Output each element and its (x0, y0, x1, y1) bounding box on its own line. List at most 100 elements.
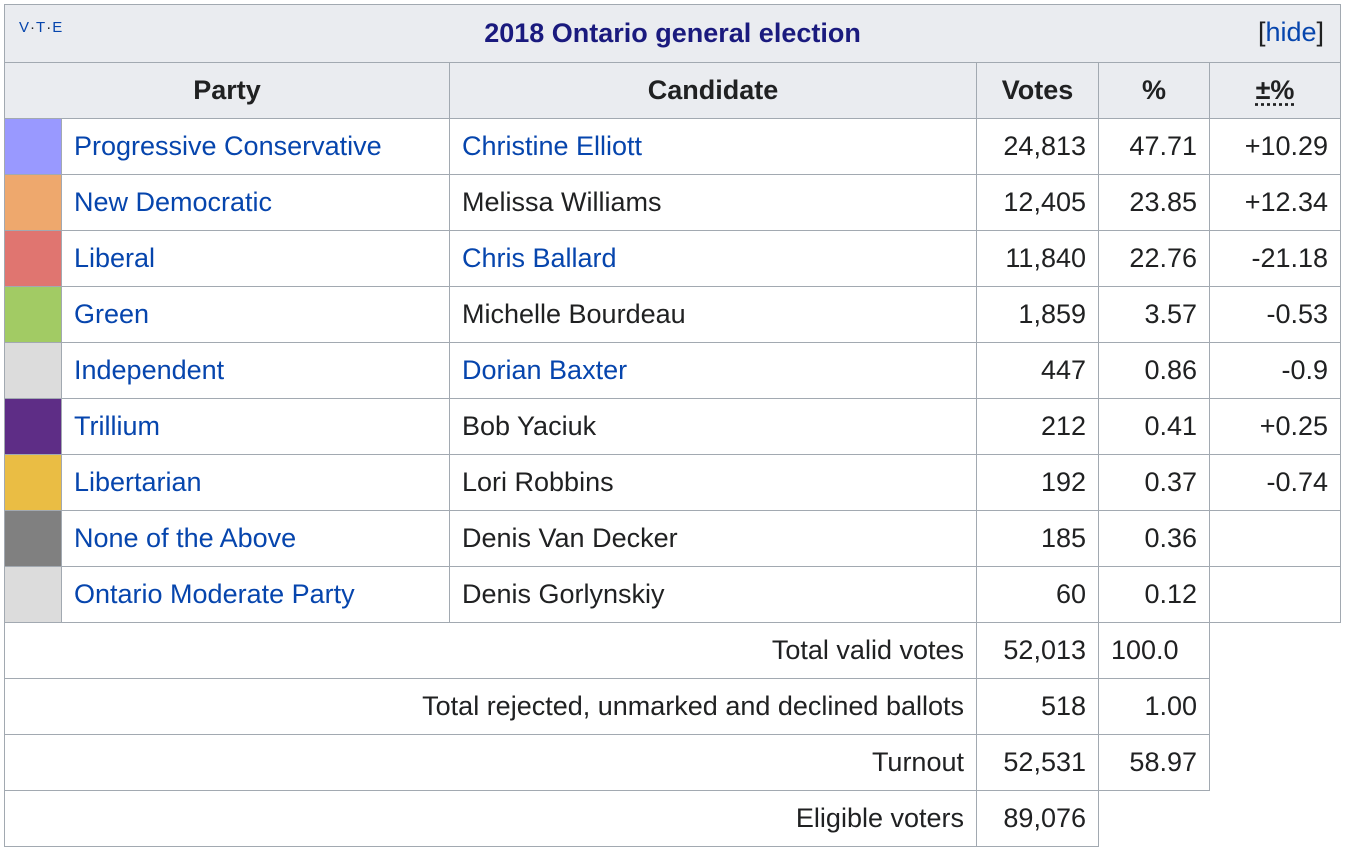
candidate-name: Lori Robbins (449, 454, 977, 511)
header-row: Party Candidate Votes % ±% (4, 62, 1342, 119)
table-row: Green Michelle Bourdeau 1,859 3.57 -0.53 (4, 286, 1342, 343)
party-color-swatch (4, 230, 62, 287)
change-cell: -0.74 (1208, 454, 1342, 511)
percent-cell: 0.37 (1098, 454, 1210, 511)
percent-cell: 22.76 (1098, 230, 1210, 287)
total-row: Total rejected, unmarked and declined ba… (4, 678, 1341, 735)
party-name[interactable]: Green (61, 286, 450, 343)
talk-template-link[interactable]: T (36, 19, 47, 36)
percent-cell: 0.86 (1098, 342, 1210, 399)
empty-cell (1098, 790, 1210, 847)
votes-cell: 185 (976, 510, 1099, 567)
party-name[interactable]: New Democratic (61, 174, 450, 231)
votes-cell: 24,813 (976, 118, 1099, 175)
total-percent: 58.97 (1098, 734, 1210, 791)
party-color-swatch (4, 398, 62, 455)
votes-cell: 192 (976, 454, 1099, 511)
votes-cell: 11,840 (976, 230, 1099, 287)
hide-link[interactable]: hide (1265, 17, 1317, 47)
change-cell: +0.25 (1208, 398, 1342, 455)
table-row: New Democratic Melissa Williams 12,405 23.8… (4, 174, 1342, 231)
candidate-name[interactable]: Chris Ballard (449, 230, 977, 287)
total-row: Eligible voters 89,076 (4, 790, 1341, 847)
change-cell: -0.53 (1208, 286, 1342, 343)
party-color-swatch (4, 286, 62, 343)
change-header[interactable]: ±% (1208, 62, 1342, 119)
party-name[interactable]: Progressive Conservative (61, 118, 450, 175)
table-row: None of the Above Denis Van Decker 185 0.36 (4, 510, 1342, 567)
change-cell: +12.34 (1208, 174, 1342, 231)
candidate-name: Michelle Bourdeau (449, 286, 977, 343)
percent-header: % (1098, 62, 1210, 119)
party-name[interactable]: Independent (61, 342, 450, 399)
percent-cell: 23.85 (1098, 174, 1210, 231)
candidate-header: Candidate (449, 62, 977, 119)
total-label: Total rejected, unmarked and declined ba… (4, 678, 977, 735)
total-votes: 89,076 (976, 790, 1099, 847)
table-row: Libertarian Lori Robbins 192 0.37 -0.74 (4, 454, 1342, 511)
votes-cell: 1,859 (976, 286, 1099, 343)
percent-cell: 3.57 (1098, 286, 1210, 343)
total-votes: 52,013 (976, 622, 1099, 679)
party-color-swatch (4, 174, 62, 231)
candidate-name[interactable]: Dorian Baxter (449, 342, 977, 399)
party-name[interactable]: Libertarian (61, 454, 450, 511)
change-cell: -21.18 (1208, 230, 1342, 287)
title-cell: V·T·E 2018 Ontario general election [hid… (3, 4, 1342, 63)
empty-cell (1209, 734, 1341, 791)
candidate-name[interactable]: Christine Elliott (449, 118, 977, 175)
total-percent: 1.00 (1098, 678, 1210, 735)
table-row: Ontario Moderate Party Denis Gorlynskiy 60… (4, 566, 1342, 623)
candidate-name: Denis Gorlynskiy (449, 566, 977, 623)
hide-toggle: [hide] (1257, 17, 1325, 47)
votes-cell: 447 (976, 342, 1099, 399)
table-title: 2018 Ontario general election (484, 18, 861, 48)
change-cell (1208, 566, 1342, 623)
election-box: V·T·E 2018 Ontario general election [hid… (3, 4, 1342, 847)
edit-template-link[interactable]: E (52, 19, 64, 36)
election-table: V·T·E 2018 Ontario general election [hid… (3, 4, 1342, 847)
percent-cell: 0.12 (1098, 566, 1210, 623)
candidate-name: Denis Van Decker (449, 510, 977, 567)
change-cell (1208, 510, 1342, 567)
table-row: Liberal Chris Ballard 11,840 22.76 -21.18 (4, 230, 1342, 287)
votes-cell: 212 (976, 398, 1099, 455)
percent-cell: 47.71 (1098, 118, 1210, 175)
party-name[interactable]: Ontario Moderate Party (61, 566, 450, 623)
table-row: Independent Dorian Baxter 447 0.86 -0.9 (4, 342, 1342, 399)
table-row: Trillium Bob Yaciuk 212 0.41 +0.25 (4, 398, 1342, 455)
total-row: Turnout 52,531 58.97 (4, 734, 1341, 791)
percent-cell: 0.36 (1098, 510, 1210, 567)
party-header: Party (4, 62, 450, 119)
party-name[interactable]: Liberal (61, 230, 450, 287)
empty-cell (1209, 790, 1341, 847)
view-template-link[interactable]: V (19, 19, 31, 36)
total-votes: 52,531 (976, 734, 1099, 791)
party-color-swatch (4, 566, 62, 623)
total-label: Turnout (4, 734, 977, 791)
candidate-name: Bob Yaciuk (449, 398, 977, 455)
candidate-name: Melissa Williams (449, 174, 977, 231)
votes-cell: 60 (976, 566, 1099, 623)
party-name[interactable]: None of the Above (61, 510, 450, 567)
party-color-swatch (4, 342, 62, 399)
party-name[interactable]: Trillium (61, 398, 450, 455)
vte-links: V·T·E (19, 19, 64, 36)
party-color-swatch (4, 510, 62, 567)
votes-cell: 12,405 (976, 174, 1099, 231)
title-row: V·T·E 2018 Ontario general election [hid… (3, 4, 1342, 63)
party-color-swatch (4, 454, 62, 511)
table-row: Progressive Conservative Christine Elliot… (4, 118, 1342, 175)
total-label: Eligible voters (4, 790, 977, 847)
total-row: Total valid votes 52,013 100.0 (4, 622, 1341, 679)
change-cell: -0.9 (1208, 342, 1342, 399)
votes-header: Votes (976, 62, 1099, 119)
total-votes: 518 (976, 678, 1099, 735)
total-percent: 100.0 (1098, 622, 1210, 679)
total-label: Total valid votes (4, 622, 977, 679)
percent-cell: 0.41 (1098, 398, 1210, 455)
change-cell: +10.29 (1208, 118, 1342, 175)
empty-cell (1209, 678, 1341, 735)
empty-cell (1209, 622, 1341, 679)
party-color-swatch (4, 118, 62, 175)
